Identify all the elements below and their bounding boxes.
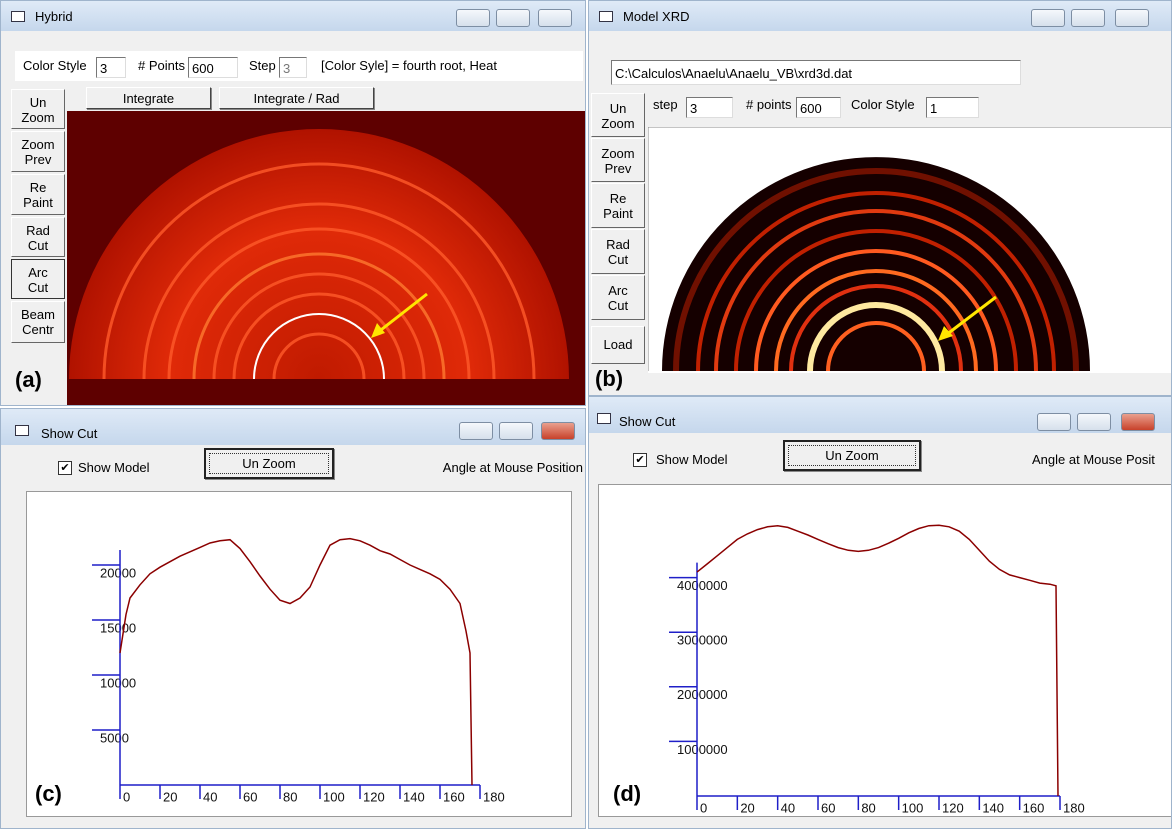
field-input[interactable]: 3 bbox=[686, 97, 733, 118]
field-input[interactable]: 3 bbox=[279, 57, 307, 78]
side-button[interactable]: Load bbox=[591, 326, 645, 364]
side-button[interactable]: Rad Cut bbox=[591, 229, 645, 274]
maximize-button[interactable] bbox=[499, 422, 533, 440]
status-text: Angle at Mouse Posit bbox=[1032, 452, 1155, 467]
field-input[interactable]: 600 bbox=[188, 57, 238, 78]
panel-label: (a) bbox=[15, 367, 42, 393]
button[interactable]: Un Zoom bbox=[783, 440, 921, 471]
status-text: Angle at Mouse Position bbox=[443, 460, 583, 475]
field-label: # Points bbox=[138, 58, 185, 73]
minimize-button[interactable] bbox=[459, 422, 493, 440]
side-button[interactable]: Rad Cut bbox=[11, 217, 65, 257]
diffraction-image bbox=[67, 111, 586, 405]
window-icon bbox=[599, 11, 613, 22]
side-button[interactable]: Zoom Prev bbox=[591, 138, 645, 182]
window-icon bbox=[11, 11, 25, 22]
side-button[interactable]: Un Zoom bbox=[591, 93, 645, 137]
maximize-button[interactable] bbox=[1071, 9, 1105, 27]
maximize-button[interactable] bbox=[1077, 413, 1111, 431]
side-button[interactable]: Re Paint bbox=[591, 183, 645, 228]
field-label: # points bbox=[746, 97, 792, 112]
close-button[interactable] bbox=[1115, 9, 1149, 27]
button[interactable]: Integrate bbox=[86, 87, 211, 109]
panel-label: (d) bbox=[613, 781, 641, 807]
minimize-button[interactable] bbox=[1037, 413, 1071, 431]
window-model-xrd: Model XRD C:\Calculos\Anaelu\Anaelu_VB\x… bbox=[588, 0, 1172, 396]
field-input[interactable]: 1 bbox=[926, 97, 979, 118]
panel-label: (c) bbox=[35, 781, 62, 807]
checkbox-label: Show Model bbox=[78, 460, 150, 475]
maximize-button[interactable] bbox=[496, 9, 530, 27]
plot-area bbox=[26, 491, 572, 817]
checkbox[interactable]: ✔ bbox=[58, 461, 72, 475]
window-icon bbox=[597, 413, 611, 424]
model-image bbox=[648, 127, 1172, 373]
window-show-cut: Show Cut ✔ Show Model Un Zoom Angle at M… bbox=[0, 408, 586, 829]
field-label: step bbox=[653, 97, 678, 112]
field-input[interactable]: 600 bbox=[796, 97, 841, 118]
button[interactable]: Un Zoom bbox=[204, 448, 334, 479]
side-button[interactable]: Arc Cut bbox=[11, 259, 65, 299]
minimize-button[interactable] bbox=[1031, 9, 1065, 27]
panel-label: (b) bbox=[595, 366, 623, 392]
window-hybrid: Hybrid Color Style 3 # Points 600 Step 3… bbox=[0, 0, 586, 406]
close-button[interactable] bbox=[541, 422, 575, 440]
side-button[interactable]: Un Zoom bbox=[11, 89, 65, 129]
window-title: Hybrid bbox=[35, 9, 73, 24]
side-button[interactable]: Re Paint bbox=[11, 174, 65, 215]
path-input[interactable]: C:\Calculos\Anaelu\Anaelu_VB\xrd3d.dat bbox=[611, 60, 1021, 85]
window-show-cut: Show Cut ✔ Show Model Un Zoom Angle at M… bbox=[588, 396, 1172, 829]
close-button[interactable] bbox=[538, 9, 572, 27]
window-title: Model XRD bbox=[623, 9, 689, 24]
field-label: Color Style bbox=[23, 58, 87, 73]
window-title: Show Cut bbox=[41, 426, 97, 441]
field-label: Step bbox=[249, 58, 276, 73]
checkbox-label: Show Model bbox=[656, 452, 728, 467]
field-input[interactable]: 3 bbox=[96, 57, 126, 78]
page: Hybrid Color Style 3 # Points 600 Step 3… bbox=[0, 0, 1172, 829]
checkbox[interactable]: ✔ bbox=[633, 453, 647, 467]
side-button[interactable]: Arc Cut bbox=[591, 275, 645, 320]
side-button[interactable]: Beam Centr bbox=[11, 301, 65, 343]
window-icon bbox=[15, 425, 29, 436]
side-button[interactable]: Zoom Prev bbox=[11, 131, 65, 172]
button[interactable]: Integrate / Rad bbox=[219, 87, 374, 109]
note: [Color Syle] = fourth root, Heat bbox=[321, 58, 497, 73]
window-title: Show Cut bbox=[619, 414, 675, 429]
minimize-button[interactable] bbox=[456, 9, 490, 27]
field-label: Color Style bbox=[851, 97, 915, 112]
plot-area bbox=[598, 484, 1172, 817]
close-button[interactable] bbox=[1121, 413, 1155, 431]
